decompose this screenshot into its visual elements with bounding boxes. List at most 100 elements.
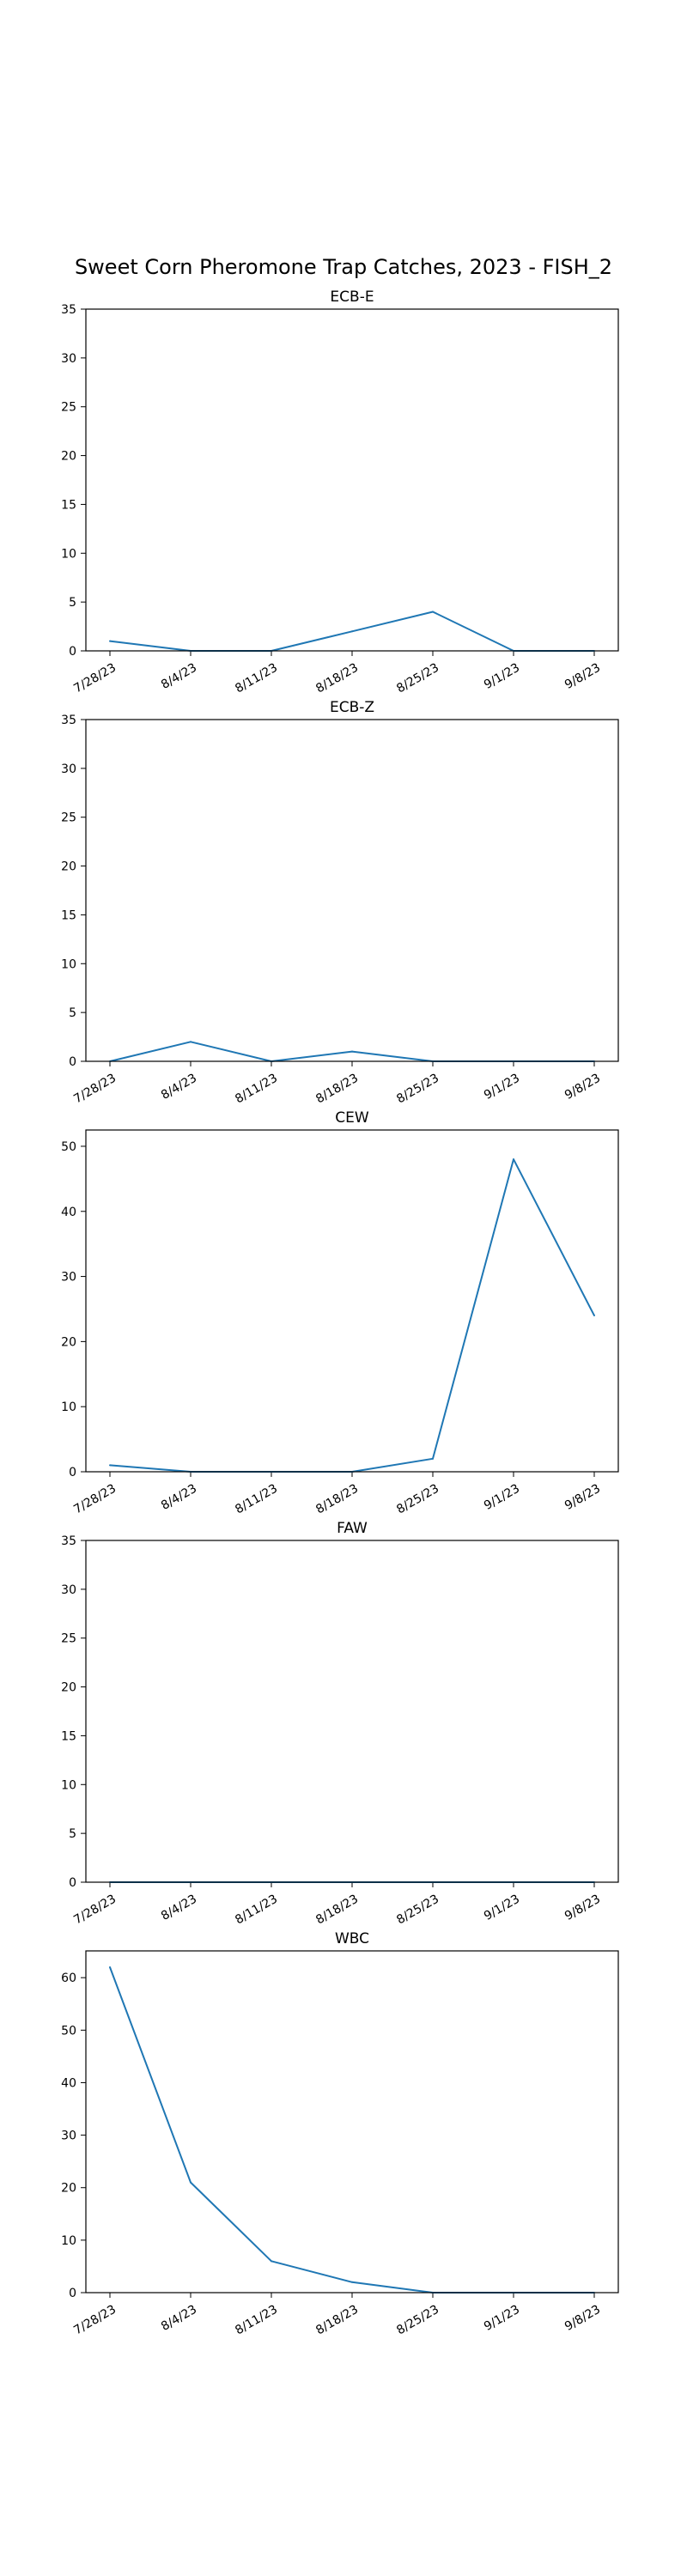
y-tick-label: 0	[69, 1876, 76, 1890]
y-tick-label: 0	[69, 2287, 76, 2300]
axes-frame	[85, 1540, 619, 1883]
x-tick-label: 9/8/23	[562, 2303, 603, 2334]
x-tick-label: 7/28/23	[71, 2303, 119, 2338]
data-point	[190, 2181, 192, 2184]
data-point	[432, 611, 434, 613]
x-tick-label: 8/11/23	[233, 1072, 280, 1107]
y-tick-label: 35	[61, 1534, 76, 1548]
y-tick-label: 20	[61, 450, 76, 464]
y-tick-label: 30	[61, 762, 76, 776]
x-tick-label: 9/1/23	[482, 2303, 522, 2334]
x-tick-label: 8/25/23	[394, 2303, 441, 2338]
y-tick-label: 25	[61, 811, 76, 825]
y-tick-label: 20	[61, 1681, 76, 1695]
y-tick-label: 30	[61, 2129, 76, 2143]
x-tick-label: 8/11/23	[233, 1893, 280, 1928]
y-tick-label: 20	[61, 860, 76, 874]
y-tick-label: 0	[69, 645, 76, 659]
y-tick-label: 25	[61, 1632, 76, 1646]
x-tick-label: 8/25/23	[394, 1072, 441, 1107]
x-tick-label: 8/25/23	[394, 661, 441, 696]
x-tick-label: 7/28/23	[71, 1893, 119, 1928]
axes-frame	[85, 1129, 619, 1473]
y-tick-label: 10	[61, 2234, 76, 2248]
axes-frame	[85, 308, 619, 652]
y-tick-label: 10	[61, 547, 76, 561]
y-tick-label: 5	[69, 1006, 76, 1020]
subplot-title: ECB-E	[330, 289, 374, 306]
x-tick-label: 9/8/23	[562, 1072, 603, 1103]
x-tick-label: 8/18/23	[313, 661, 361, 696]
data-point	[593, 1315, 595, 1317]
subplot-ecb-z: ECB-Z 0 5 10 15 20 25 30 35 7/28/23 8/4/23 8/11/23 8…	[61, 699, 619, 1107]
series-line-cew	[109, 1158, 595, 1473]
y-tick-label: 0	[69, 1466, 76, 1479]
x-tick-label: 8/4/23	[159, 2303, 199, 2334]
subplot-title: CEW	[335, 1109, 369, 1127]
subplot-faw: FAW 0 5 10 15 20 25 30 35 7/28/23 8/4/23 8/11/23 8/1…	[61, 1520, 619, 1928]
y-tick-label: 40	[61, 1206, 76, 1219]
data-point	[513, 1158, 514, 1161]
x-tick-label: 8/25/23	[394, 1893, 441, 1928]
data-point	[109, 640, 111, 642]
y-tick-label: 35	[61, 714, 76, 727]
figure-title: Sweet Corn Pheromone Trap Catches, 2023 …	[75, 255, 612, 279]
y-tick-label: 5	[69, 596, 76, 610]
x-tick-label: 8/18/23	[313, 1482, 361, 1517]
x-tick-label: 7/28/23	[71, 1482, 119, 1517]
y-tick-label: 10	[61, 957, 76, 971]
subplot-wbc: WBC 0 10 20 30 40 50 60 7/28/23 8/4/23 8/11/23 8/18…	[61, 1930, 619, 2338]
y-tick-label: 40	[61, 2076, 76, 2090]
y-tick-label: 15	[61, 908, 76, 922]
data-point	[271, 2260, 272, 2263]
data-point	[109, 1464, 111, 1467]
x-tick-label: 8/11/23	[233, 1482, 280, 1517]
axes-frame	[85, 719, 619, 1062]
x-tick-label: 8/11/23	[233, 2303, 280, 2338]
subplot-title: WBC	[335, 1930, 369, 1947]
y-tick-label: 5	[69, 1827, 76, 1841]
y-tick-label: 50	[61, 1140, 76, 1154]
x-tick-label: 9/1/23	[482, 1482, 522, 1513]
y-tick-label: 50	[61, 2024, 76, 2038]
x-tick-label: 7/28/23	[71, 1072, 119, 1107]
y-tick-label: 60	[61, 1971, 76, 1985]
x-tick-label: 7/28/23	[71, 661, 119, 696]
x-tick-label: 8/18/23	[313, 2303, 361, 2338]
x-tick-label: 9/1/23	[482, 1893, 522, 1923]
x-tick-label: 9/8/23	[562, 661, 603, 692]
y-tick-label: 35	[61, 303, 76, 317]
data-point	[432, 1457, 434, 1460]
x-tick-label: 8/18/23	[313, 1072, 361, 1107]
y-tick-label: 30	[61, 1271, 76, 1285]
x-tick-label: 9/1/23	[482, 1072, 522, 1103]
y-tick-label: 15	[61, 1729, 76, 1743]
subplot-title: ECB-Z	[330, 699, 374, 716]
series-line-wbc	[109, 1966, 594, 2293]
y-tick-label: 25	[61, 401, 76, 415]
y-tick-label: 0	[69, 1055, 76, 1069]
x-tick-label: 9/1/23	[482, 661, 522, 692]
subplot-ecb-e: ECB-E 0 5 10 15 20 25 30 35 7/28/23 8/4/23 8/11/23 8…	[61, 289, 619, 696]
x-tick-label: 8/25/23	[394, 1482, 441, 1517]
x-tick-label: 8/4/23	[159, 661, 199, 692]
data-point	[351, 630, 353, 633]
x-tick-label: 9/8/23	[562, 1893, 603, 1923]
subplot-title: FAW	[337, 1520, 368, 1537]
subplot-cew: CEW 0 10 20 30 40 50 7/28/23 8/4/23 8/11/23 8/18/2…	[61, 1109, 619, 1517]
data-point	[109, 1965, 111, 1968]
y-tick-label: 20	[61, 1335, 76, 1349]
data-point	[351, 1050, 353, 1053]
y-tick-label: 30	[61, 1583, 76, 1597]
data-point	[190, 1041, 192, 1043]
axes-frame	[85, 1950, 619, 2293]
data-point	[351, 2281, 353, 2283]
y-tick-label: 10	[61, 1778, 76, 1792]
x-tick-label: 8/4/23	[159, 1893, 199, 1923]
y-tick-label: 10	[61, 1400, 76, 1414]
y-tick-label: 15	[61, 498, 76, 512]
y-tick-label: 30	[61, 352, 76, 366]
x-tick-label: 8/11/23	[233, 661, 280, 696]
x-tick-label: 8/4/23	[159, 1482, 199, 1513]
